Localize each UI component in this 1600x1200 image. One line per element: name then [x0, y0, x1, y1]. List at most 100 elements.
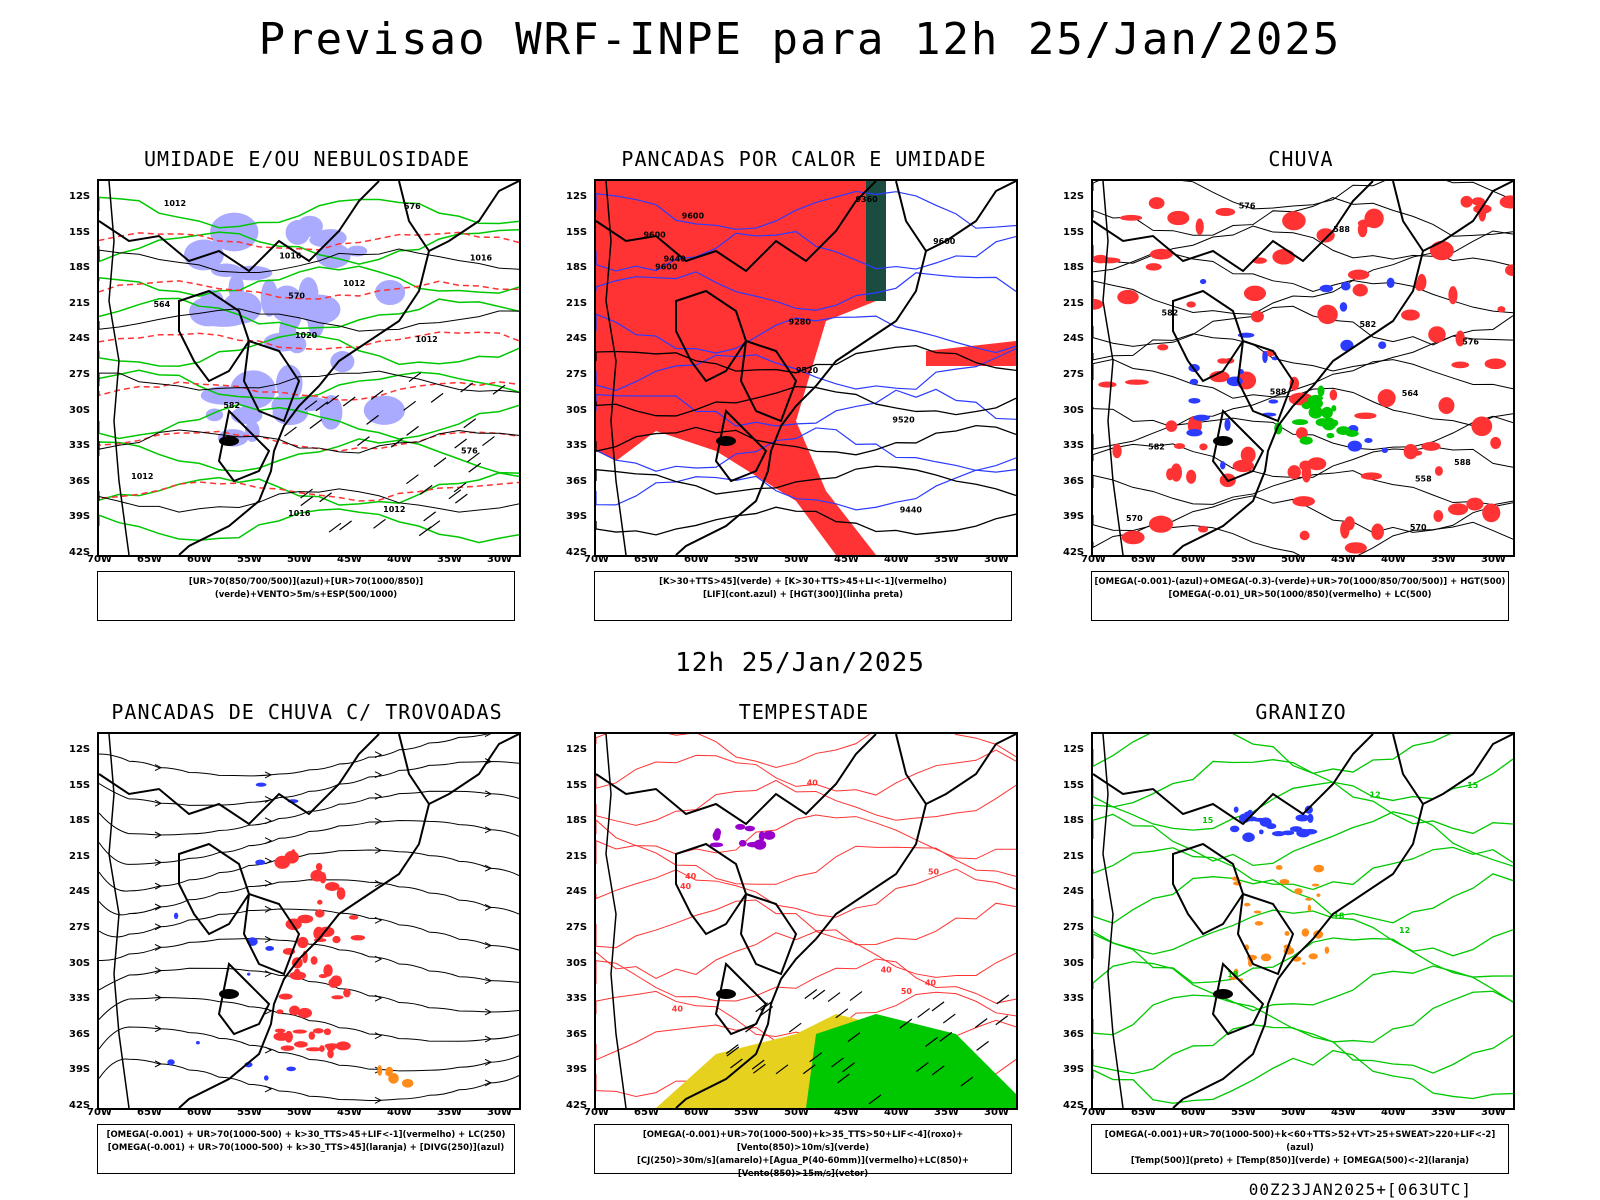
lake-mark	[1213, 436, 1233, 446]
rain-area	[1433, 510, 1444, 523]
lat-tick-label: 33S	[1063, 440, 1085, 452]
rain-area	[1421, 441, 1441, 451]
coastline-east	[178, 250, 430, 555]
strong-omega-area	[1291, 419, 1309, 426]
lake-mark	[219, 989, 239, 999]
omega-500-area	[1308, 953, 1318, 960]
contour-label: 558	[1415, 474, 1432, 483]
wind-850-vector	[899, 1018, 913, 1029]
instability-area-green	[866, 181, 886, 301]
lon-tick-label: 35W	[437, 554, 462, 565]
contour-label: 9440	[900, 505, 923, 514]
rain-area	[1119, 214, 1143, 221]
wind-vector	[373, 518, 386, 529]
lon-tick-label: 65W	[1131, 1107, 1156, 1118]
lat-tick-label: 18S	[566, 815, 588, 827]
wind-850-vector	[939, 1031, 953, 1042]
rain-area	[1360, 472, 1382, 480]
lifted-index-contour	[596, 271, 1016, 311]
rain-area	[1165, 420, 1178, 432]
humidity-high-levels-area	[231, 265, 273, 281]
strong-omega-area	[1301, 402, 1312, 410]
contour-label: 15	[1467, 781, 1479, 790]
contour-label: 582	[1162, 308, 1179, 317]
omega-500-area	[1253, 910, 1262, 914]
map-canvas	[99, 734, 519, 1108]
coastline-ne	[1392, 181, 1513, 253]
strong-omega-area	[1315, 418, 1330, 427]
thickness-contour	[99, 331, 519, 351]
omega-area	[1219, 461, 1226, 470]
omega-area	[1364, 438, 1373, 443]
lon-tick-label: 35W	[1431, 554, 1456, 565]
humidity-low-levels-contour	[99, 297, 519, 330]
thunderstorm-area	[297, 936, 309, 949]
hail-risk-area	[1242, 832, 1255, 843]
lat-tick-label: 21S	[1063, 850, 1085, 862]
lon-tick-label: 55W	[734, 554, 759, 565]
lon-tick-label: 65W	[1131, 554, 1156, 565]
lon-tick-label: 70W	[87, 1107, 112, 1118]
temperature-850-contour	[1093, 1024, 1513, 1075]
rain-area	[1429, 240, 1454, 261]
lon-tick-label: 35W	[934, 554, 959, 565]
wind-vector	[408, 372, 422, 383]
lon-tick-label: 50W	[287, 554, 312, 565]
lifted-index-contour	[596, 427, 1016, 472]
map-chuva: 588 588 588 582 582 582 576 576 570 570 564 558	[1091, 179, 1515, 557]
lat-tick-label: 36S	[566, 475, 588, 487]
omega-area	[1186, 428, 1203, 437]
lat-tick-label: 15S	[1063, 779, 1085, 791]
streamline-arrow	[154, 1025, 163, 1033]
thunderstorm-area	[290, 849, 296, 860]
streamline-arrow	[154, 943, 163, 951]
wind-850-vector	[917, 1007, 930, 1018]
hail-risk-area	[1258, 829, 1264, 835]
lat-tick-label: 30S	[566, 957, 588, 969]
geopotential-300-contour	[596, 344, 1016, 374]
wind-vector	[300, 488, 313, 499]
rain-area	[1473, 204, 1492, 214]
wind-vector	[342, 396, 356, 407]
rain-area	[1117, 289, 1139, 305]
severe-storm-area	[738, 839, 747, 847]
thunderstorm-area	[280, 1045, 295, 1051]
panel-title-chuva: CHUVA	[1268, 147, 1334, 171]
wind-850-vector	[916, 1062, 929, 1073]
contour-label: 588	[1454, 458, 1471, 467]
rain-area	[1148, 515, 1173, 533]
wind-vector	[326, 394, 340, 405]
geopotential-500-contour	[1093, 470, 1513, 506]
streamline-arrow	[484, 977, 493, 985]
contour-label: 1012	[415, 335, 437, 344]
wind-850-vector	[751, 1059, 765, 1070]
wind-850-vector	[996, 994, 1010, 1005]
lat-tick-label: 36S	[566, 1028, 588, 1040]
rain-area	[1434, 466, 1443, 476]
streamline-arrow	[374, 1032, 383, 1040]
streamline-arrow	[154, 1060, 163, 1068]
lon-tick-label: 30W	[1481, 554, 1506, 565]
panel-title-tempestade: TEMPESTADE	[738, 700, 870, 724]
omega-area	[1268, 399, 1279, 404]
contour-label: 582	[223, 401, 240, 410]
streamline-arrow	[484, 903, 493, 911]
thickness-contour	[99, 481, 519, 502]
thunderstorm-area	[294, 1041, 308, 1048]
humidity-low-levels-contour	[99, 438, 519, 474]
omega-500-area	[1313, 864, 1325, 873]
thunderstorm-area-orange	[402, 1078, 414, 1088]
contour-label: 1020	[295, 331, 318, 340]
streamline-arrow	[154, 859, 163, 866]
omega-500-area	[1233, 968, 1239, 976]
border-south	[739, 339, 798, 423]
panel-title-granizo: GRANIZO	[1255, 700, 1347, 724]
contour-label: 1016	[279, 252, 302, 261]
lon-tick-label: 60W	[187, 1107, 212, 1118]
lat-tick-label: 42S	[566, 1100, 588, 1111]
lon-tick-label: 40W	[884, 554, 909, 565]
contour-label: 12	[1399, 926, 1410, 935]
rain-area	[1145, 263, 1162, 271]
streamline-arrow	[374, 771, 383, 779]
lat-tick-label: 21S	[1063, 297, 1085, 309]
